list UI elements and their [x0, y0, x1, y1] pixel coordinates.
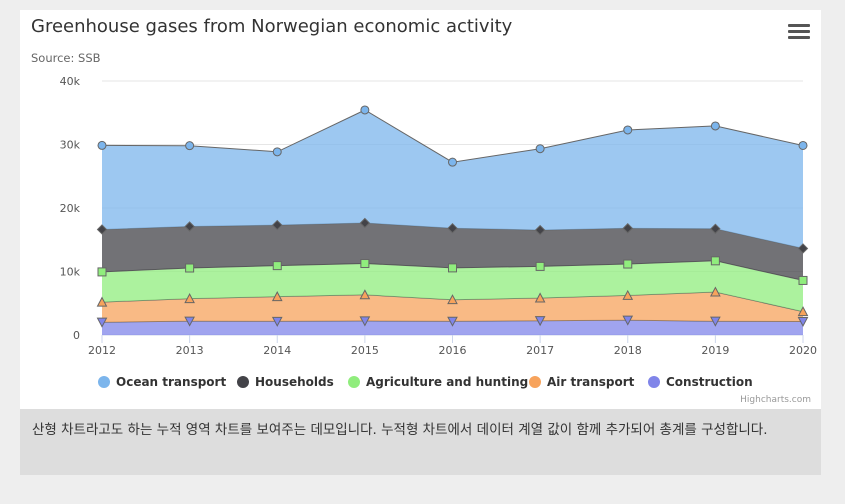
data-point: [710, 316, 721, 327]
data-point: [710, 121, 720, 131]
legend-symbol: [648, 376, 660, 388]
data-point: [360, 105, 370, 115]
legend-symbol: [529, 376, 541, 388]
credits-link[interactable]: Highcharts.com: [740, 395, 811, 405]
data-point: [798, 140, 808, 150]
legend-symbol: [348, 376, 360, 388]
x-tick-label: 2014: [263, 344, 291, 357]
data-point: [622, 315, 634, 326]
x-tick-label: 2015: [351, 344, 379, 357]
data-point: [184, 221, 195, 232]
chart-title: Greenhouse gases from Norwegian economic…: [31, 16, 513, 37]
data-point: [185, 263, 195, 273]
legend-label: Households: [255, 375, 334, 389]
x-tick-label: 2017: [526, 344, 554, 357]
data-point: [185, 141, 195, 151]
x-tick-label: 2013: [176, 344, 204, 357]
legend-label: Air transport: [547, 375, 635, 389]
y-tick-label: 40k: [60, 75, 81, 88]
data-point: [271, 291, 283, 302]
data-point: [360, 259, 370, 269]
data-point: [96, 224, 108, 235]
data-point: [184, 293, 195, 304]
data-point: [534, 316, 546, 327]
x-tick-label: 2016: [439, 344, 467, 357]
data-point: [272, 219, 283, 231]
legend-label: Ocean transport: [116, 375, 226, 389]
legend-item-ocean-transport[interactable]: Ocean transport: [98, 375, 226, 389]
y-tick-label: 20k: [60, 202, 81, 215]
data-point: [184, 316, 195, 327]
data-point: [622, 289, 634, 300]
data-point: [359, 316, 371, 327]
data-point: [535, 144, 545, 154]
hamburger-icon[interactable]: [788, 24, 810, 42]
data-point: [359, 217, 371, 229]
y-tick-label: 30k: [60, 139, 81, 152]
legend-symbol: [237, 376, 249, 388]
data-point: [797, 306, 809, 317]
x-tick-label: 2012: [88, 344, 116, 357]
data-point: [534, 292, 546, 303]
area-households: [102, 223, 803, 281]
chart-subtitle: Source: SSB: [31, 51, 101, 65]
data-point: [97, 267, 107, 277]
data-point: [97, 140, 107, 150]
data-point: [271, 316, 283, 327]
data-point: [447, 316, 458, 327]
data-point: [710, 286, 721, 297]
chart-card: Greenhouse gases from Norwegian economic…: [20, 10, 821, 409]
data-point: [710, 256, 720, 266]
data-point: [447, 222, 458, 234]
y-tick-label: 10k: [60, 266, 81, 279]
legend-symbol: [98, 376, 110, 388]
x-tick-label: 2020: [789, 344, 817, 357]
x-tick-label: 2018: [614, 344, 642, 357]
legend-item-air-transport[interactable]: Air transport: [529, 375, 635, 389]
area-agriculture-and-hunting: [102, 260, 803, 312]
data-point: [622, 223, 633, 234]
y-tick-label: 0: [73, 329, 80, 342]
data-point: [447, 294, 458, 305]
data-point: [448, 157, 457, 167]
data-point: [797, 316, 809, 328]
area-ocean-transport: [102, 110, 803, 249]
x-tick-label: 2019: [701, 344, 729, 357]
data-point: [96, 296, 108, 307]
legend-item-households[interactable]: Households: [237, 375, 334, 389]
data-point: [710, 223, 721, 234]
data-point: [448, 263, 457, 273]
data-point: [96, 317, 108, 328]
data-point: [272, 147, 282, 157]
data-point: [798, 275, 808, 285]
data-point: [797, 243, 809, 254]
data-point: [535, 261, 545, 271]
legend-label: Agriculture and hunting: [366, 375, 528, 389]
data-point: [272, 261, 282, 271]
data-point: [359, 289, 371, 300]
chart-plot: 0 10k 20k 30k 40k 2012 2013 2014 2015 2016 2017 201…: [60, 75, 817, 389]
legend-item-agriculture-and-hunting[interactable]: Agriculture and hunting: [348, 375, 528, 389]
legend-item-construction[interactable]: Construction: [648, 375, 753, 389]
data-point: [534, 224, 546, 236]
chart-caption: 산형 차트라고도 하는 누적 영역 차트를 보여주는 데모입니다. 누적형 차트…: [20, 409, 821, 475]
data-point: [623, 259, 633, 269]
legend-label: Construction: [666, 375, 753, 389]
data-point: [623, 125, 633, 135]
